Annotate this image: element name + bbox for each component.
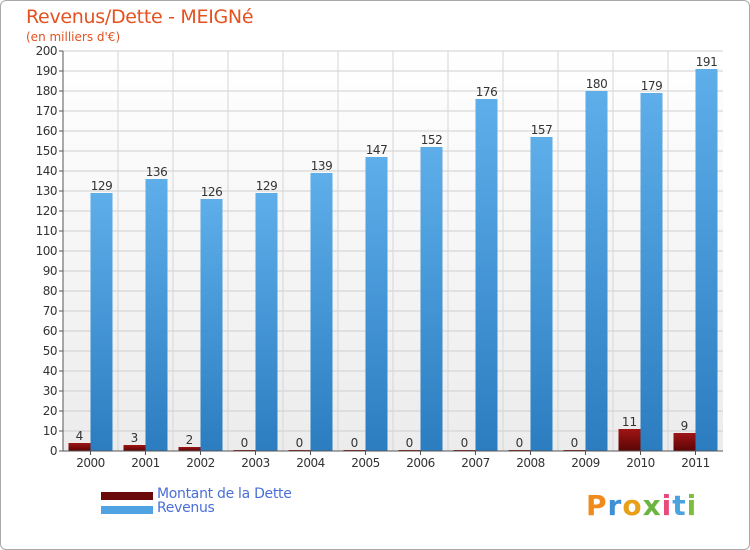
data-label-dette-2010: 11	[622, 415, 637, 429]
bar-dette-2010	[618, 429, 641, 451]
bar-revenus-2010	[640, 93, 663, 451]
data-label-revenus-2010: 179	[641, 79, 662, 93]
bar-revenus-2005	[365, 157, 388, 451]
data-label-dette-2002: 2	[186, 433, 194, 447]
x-tick-label-2001: 2001	[131, 456, 160, 470]
bar-revenus-2009	[585, 91, 608, 451]
x-tick-label-2010: 2010	[626, 456, 655, 470]
data-label-revenus-2001: 136	[146, 165, 167, 179]
data-label-dette-2005: 0	[351, 436, 359, 450]
data-label-revenus-2002: 126	[201, 185, 222, 199]
y-tick-label: 170	[36, 104, 57, 118]
bar-dette-2011	[673, 433, 696, 451]
legend-label-dette: Montant de la Dette	[157, 486, 292, 502]
bar-revenus-2011	[695, 69, 718, 451]
bar-revenus-2002	[200, 199, 223, 451]
logo-letter: o	[622, 489, 643, 522]
data-label-dette-2008: 0	[516, 436, 524, 450]
grid-lines	[63, 50, 723, 451]
bar-revenus-2007	[475, 99, 498, 451]
data-label-revenus-2011: 191	[696, 55, 717, 69]
y-tick-label: 110	[36, 224, 57, 238]
y-tick-label: 60	[43, 324, 57, 338]
x-tick-label-2011: 2011	[681, 456, 710, 470]
x-tick-label-2009: 2009	[571, 456, 600, 470]
bar-revenus-2008	[530, 137, 553, 451]
data-label-dette-2000: 4	[76, 429, 84, 443]
y-tick-label: 100	[36, 244, 57, 258]
x-tick-label-2003: 2003	[241, 456, 270, 470]
y-tick-label: 0	[50, 444, 57, 458]
data-label-revenus-2000: 129	[91, 179, 112, 193]
data-label-dette-2007: 0	[461, 436, 469, 450]
data-label-dette-2003: 0	[241, 436, 249, 450]
x-tick-label-2002: 2002	[186, 456, 215, 470]
y-tick-label: 140	[36, 164, 57, 178]
y-tick-label: 20	[43, 404, 57, 418]
y-tick-label: 10	[43, 424, 57, 438]
data-label-revenus-2003: 129	[256, 179, 277, 193]
logo-letter: x	[642, 489, 662, 522]
logo-letter: i	[661, 489, 673, 522]
y-tick-label: 40	[43, 364, 57, 378]
y-tick-label: 190	[36, 64, 57, 78]
data-label-dette-2011: 9	[681, 419, 689, 433]
logo-letter: i	[686, 489, 698, 522]
data-label-dette-2001: 3	[131, 431, 139, 445]
y-tick-label: 180	[36, 84, 57, 98]
data-label-dette-2006: 0	[406, 436, 414, 450]
bar-dette-2001	[123, 445, 146, 451]
data-label-revenus-2005: 147	[366, 143, 387, 157]
logo-letter: P	[586, 489, 608, 522]
legend-swatch-dette	[101, 492, 153, 500]
y-tick-label: 70	[43, 304, 57, 318]
y-tick-label: 200	[36, 44, 57, 58]
bars: 4 129 3 136 2 126 0 129 0 139 0 147 0 152 0 176 0 157 0 180…	[68, 55, 718, 451]
bar-dette-2002	[178, 447, 201, 451]
axes: 0102030405060708090100110120130140150160…	[36, 44, 723, 470]
bar-revenus-2006	[420, 147, 443, 451]
data-label-revenus-2007: 176	[476, 85, 497, 99]
x-tick-label-2005: 2005	[351, 456, 380, 470]
data-label-revenus-2006: 152	[421, 133, 442, 147]
chart-subtitle: (en milliers d'€)	[26, 30, 121, 44]
legend-swatch-revenus	[101, 506, 153, 514]
bar-revenus-2000	[90, 193, 113, 451]
bar-revenus-2004	[310, 173, 333, 451]
y-tick-label: 160	[36, 124, 57, 138]
y-tick-label: 150	[36, 144, 57, 158]
chart-title: Revenus/Dette - MEIGNé	[26, 6, 254, 28]
x-tick-label-2007: 2007	[461, 456, 490, 470]
x-tick-label-2000: 2000	[76, 456, 105, 470]
x-tick-label-2008: 2008	[516, 456, 545, 470]
data-label-revenus-2009: 180	[586, 77, 607, 91]
bar-revenus-2001	[145, 179, 168, 451]
x-tick-label-2004: 2004	[296, 456, 325, 470]
data-label-dette-2009: 0	[571, 436, 579, 450]
y-tick-label: 130	[36, 184, 57, 198]
y-tick-label: 30	[43, 384, 57, 398]
y-tick-label: 120	[36, 204, 57, 218]
data-label-dette-2004: 0	[296, 436, 304, 450]
proxiti-logo: Proxiti	[586, 489, 697, 522]
y-tick-label: 80	[43, 284, 57, 298]
y-tick-label: 90	[43, 264, 57, 278]
legend-label-revenus: Revenus	[157, 500, 215, 516]
logo-letter: r	[607, 489, 623, 522]
data-label-revenus-2004: 139	[311, 159, 332, 173]
y-tick-label: 50	[43, 344, 57, 358]
x-tick-label-2006: 2006	[406, 456, 435, 470]
logo-letter: t	[672, 489, 687, 522]
bar-dette-2000	[68, 443, 91, 451]
bar-revenus-2003	[255, 193, 278, 451]
data-label-revenus-2008: 157	[531, 123, 552, 137]
